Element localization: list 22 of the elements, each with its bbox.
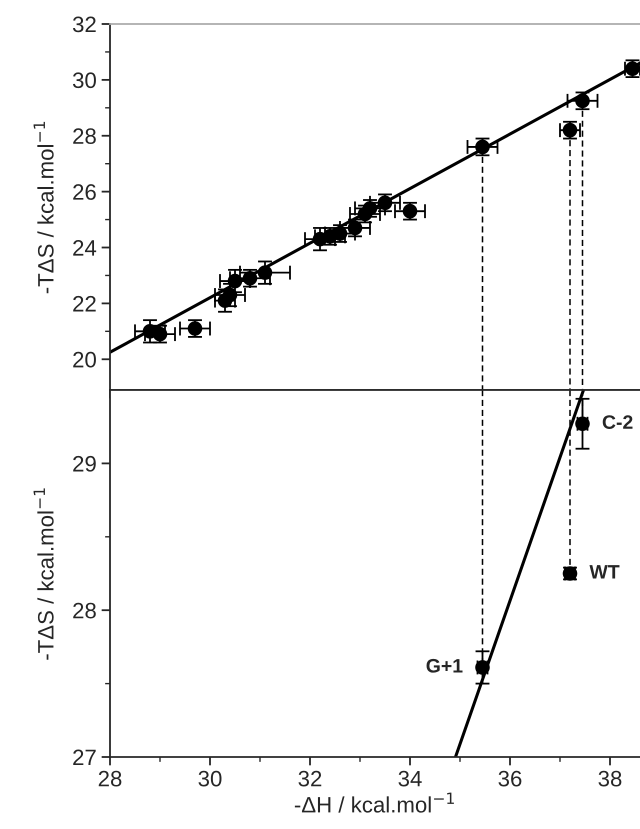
y-tick-label: 22 xyxy=(73,296,96,312)
annotation: WT xyxy=(589,565,620,579)
x-tick-label: 38 xyxy=(598,770,622,787)
annotation: C-2 xyxy=(602,415,632,429)
y-tick-label: 32 xyxy=(72,16,96,32)
y-tick-label: 20 xyxy=(73,352,96,368)
y-tick-label: 28 xyxy=(73,128,96,144)
annotation: G+1 xyxy=(426,658,463,673)
y-tick-label: 24 xyxy=(73,240,96,256)
y-axis-title: -TΔS / kcal.mol$^{−1}$ xyxy=(34,122,54,294)
y-tick-label: 30 xyxy=(72,72,96,88)
x-tick-label: 32 xyxy=(298,770,322,787)
y-axis-title: -TΔS / kcal.mol$^{−1}$ xyxy=(34,488,54,660)
y-tick-label: 27 xyxy=(73,750,96,766)
x-tick-label: 34 xyxy=(398,770,422,787)
x-tick-label: 36 xyxy=(498,770,522,787)
y-tick-label: 28 xyxy=(73,602,96,618)
x-tick-label: 30 xyxy=(198,770,222,787)
x-tick-label: 28 xyxy=(98,770,122,787)
y-tick-label: 29 xyxy=(73,456,96,472)
y-tick-label: 26 xyxy=(73,184,96,200)
x-axis-title: -ΔH / kcal.mol$^{−1}$ xyxy=(294,792,454,813)
